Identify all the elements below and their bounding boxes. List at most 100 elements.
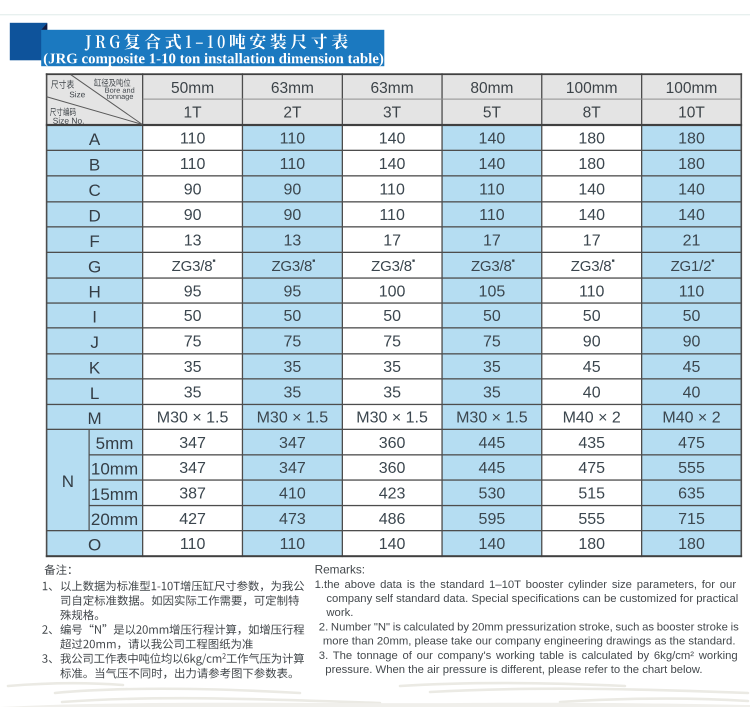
svg-text:110: 110 bbox=[180, 536, 206, 553]
svg-text:90: 90 bbox=[683, 334, 701, 351]
svg-text:40: 40 bbox=[683, 384, 701, 401]
svg-text:ZG1/2▪: ZG1/2▪ bbox=[671, 256, 715, 275]
svg-text:35: 35 bbox=[184, 384, 202, 401]
svg-text:50: 50 bbox=[583, 308, 601, 325]
svg-text:95: 95 bbox=[284, 283, 302, 300]
svg-text:50: 50 bbox=[483, 308, 501, 325]
svg-text:110: 110 bbox=[280, 131, 306, 148]
svg-text:pressure. When the air pressur: pressure. When the air pressure is diffe… bbox=[325, 664, 702, 676]
svg-text:63mm: 63mm bbox=[371, 80, 414, 97]
svg-text:35: 35 bbox=[284, 359, 302, 376]
svg-text:13: 13 bbox=[284, 232, 302, 249]
svg-text:D: D bbox=[88, 207, 100, 226]
svg-text:80mm: 80mm bbox=[470, 80, 513, 97]
svg-text:100mm: 100mm bbox=[666, 80, 718, 97]
svg-text:1T: 1T bbox=[184, 105, 203, 122]
svg-text:ZG3/8▪: ZG3/8▪ bbox=[471, 256, 515, 275]
svg-text:M40 × 2: M40 × 2 bbox=[662, 410, 720, 427]
svg-text:Remarks:: Remarks: bbox=[315, 562, 365, 576]
svg-text:I: I bbox=[92, 308, 97, 327]
svg-text:555: 555 bbox=[578, 511, 605, 528]
svg-text:3T: 3T bbox=[383, 105, 402, 122]
svg-text:M30 × 1.5: M30 × 1.5 bbox=[356, 410, 428, 427]
svg-text:ZG3/8▪: ZG3/8▪ bbox=[371, 256, 415, 275]
svg-text:347: 347 bbox=[279, 435, 306, 452]
svg-text:50: 50 bbox=[383, 308, 401, 325]
svg-text:G: G bbox=[88, 257, 101, 276]
svg-text:427: 427 bbox=[179, 511, 206, 528]
svg-text:100mm: 100mm bbox=[566, 80, 618, 97]
svg-text:360: 360 bbox=[379, 460, 406, 477]
svg-text:O: O bbox=[88, 536, 101, 555]
svg-text:140: 140 bbox=[379, 156, 406, 173]
svg-text:180: 180 bbox=[578, 131, 605, 148]
svg-text:110: 110 bbox=[679, 283, 705, 300]
svg-text:445: 445 bbox=[479, 460, 506, 477]
svg-text:35: 35 bbox=[383, 384, 401, 401]
svg-text:75: 75 bbox=[483, 334, 501, 351]
svg-text:63mm: 63mm bbox=[271, 80, 314, 97]
svg-text:75: 75 bbox=[383, 334, 401, 351]
svg-text:410: 410 bbox=[279, 486, 306, 503]
svg-text:work.: work. bbox=[325, 607, 353, 619]
svg-text:140: 140 bbox=[678, 182, 705, 199]
svg-text:company self standard data. Sp: company self standard data. Special spec… bbox=[326, 593, 738, 605]
svg-text:140: 140 bbox=[479, 156, 506, 173]
svg-text:435: 435 bbox=[578, 435, 605, 452]
svg-text:110: 110 bbox=[280, 536, 306, 553]
svg-text:110: 110 bbox=[379, 182, 405, 199]
svg-text:110: 110 bbox=[180, 156, 206, 173]
svg-text:45: 45 bbox=[683, 359, 701, 376]
svg-text:M40 × 2: M40 × 2 bbox=[563, 410, 621, 427]
svg-text:515: 515 bbox=[578, 486, 605, 503]
svg-text:35: 35 bbox=[284, 384, 302, 401]
svg-text:90: 90 bbox=[284, 182, 302, 199]
svg-text:110: 110 bbox=[280, 156, 306, 173]
svg-text:1.the above data is the standa: 1.the above data is the standard 1–10T b… bbox=[315, 579, 737, 591]
svg-text:180: 180 bbox=[578, 156, 605, 173]
svg-text:17: 17 bbox=[583, 232, 601, 249]
svg-text:17: 17 bbox=[483, 232, 501, 249]
svg-text:347: 347 bbox=[179, 435, 206, 452]
svg-text:35: 35 bbox=[184, 359, 202, 376]
svg-text:90: 90 bbox=[184, 207, 202, 224]
svg-text:445: 445 bbox=[479, 435, 506, 452]
svg-text:387: 387 bbox=[179, 486, 206, 503]
svg-text:486: 486 bbox=[379, 511, 406, 528]
svg-text:10mm: 10mm bbox=[91, 460, 138, 479]
svg-text:90: 90 bbox=[284, 207, 302, 224]
svg-text:473: 473 bbox=[279, 511, 306, 528]
svg-text:110: 110 bbox=[479, 182, 505, 199]
svg-text:95: 95 bbox=[184, 283, 202, 300]
svg-text:715: 715 bbox=[678, 511, 705, 528]
svg-text:530: 530 bbox=[479, 486, 506, 503]
svg-text:21: 21 bbox=[683, 232, 701, 249]
svg-text:50: 50 bbox=[683, 308, 701, 325]
svg-text:20mm: 20mm bbox=[91, 510, 138, 529]
svg-text:17: 17 bbox=[383, 232, 401, 249]
svg-text:90: 90 bbox=[184, 182, 202, 199]
svg-text:50: 50 bbox=[284, 308, 302, 325]
svg-text:475: 475 bbox=[578, 460, 605, 477]
svg-text:555: 555 bbox=[678, 460, 705, 477]
svg-text:423: 423 bbox=[379, 486, 406, 503]
svg-text:2T: 2T bbox=[283, 105, 302, 122]
svg-text:M: M bbox=[88, 409, 102, 428]
svg-text:10T: 10T bbox=[678, 105, 705, 122]
svg-text:140: 140 bbox=[678, 207, 705, 224]
svg-text:B: B bbox=[89, 155, 100, 174]
svg-text:35: 35 bbox=[383, 359, 401, 376]
svg-text:140: 140 bbox=[379, 536, 406, 553]
svg-text:35: 35 bbox=[483, 359, 501, 376]
svg-text:105: 105 bbox=[479, 283, 506, 300]
svg-text:180: 180 bbox=[678, 536, 705, 553]
svg-text:L: L bbox=[90, 384, 99, 403]
svg-text:110: 110 bbox=[180, 131, 206, 148]
svg-text:2. Number "N" is calculated by: 2. Number "N" is calculated by 20mm pres… bbox=[319, 621, 739, 633]
svg-text:180: 180 bbox=[578, 536, 605, 553]
svg-text:5mm: 5mm bbox=[96, 434, 134, 453]
svg-text:595: 595 bbox=[479, 511, 506, 528]
svg-text:J: J bbox=[90, 333, 99, 352]
svg-text:360: 360 bbox=[379, 435, 406, 452]
svg-text:75: 75 bbox=[284, 334, 302, 351]
